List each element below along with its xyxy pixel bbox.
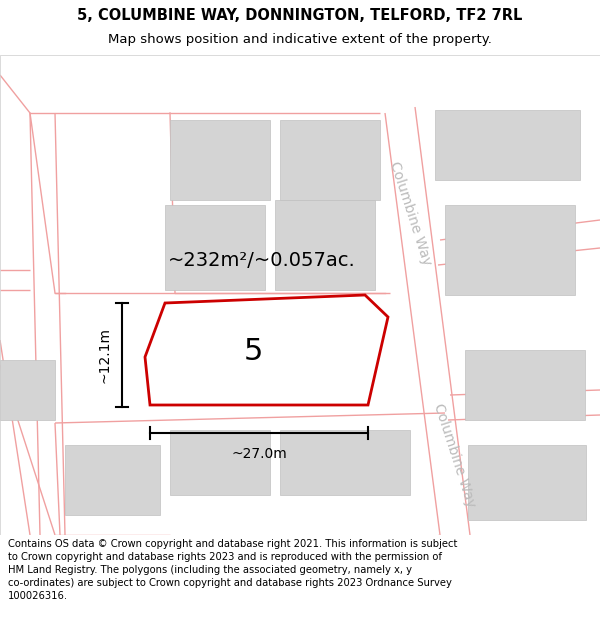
Polygon shape <box>145 295 388 405</box>
Text: Contains OS data © Crown copyright and database right 2021. This information is : Contains OS data © Crown copyright and d… <box>8 539 457 601</box>
Text: Columbine Way: Columbine Way <box>386 159 433 267</box>
Text: ~12.1m: ~12.1m <box>98 327 112 383</box>
Bar <box>468 445 586 520</box>
Bar <box>165 205 265 290</box>
Bar <box>465 350 585 420</box>
Text: Columbine Way: Columbine Way <box>431 401 478 509</box>
Bar <box>170 430 270 495</box>
Bar <box>65 445 160 515</box>
Text: 5: 5 <box>244 338 263 366</box>
Bar <box>170 120 270 200</box>
Bar <box>280 430 410 495</box>
Bar <box>275 200 375 290</box>
Text: Map shows position and indicative extent of the property.: Map shows position and indicative extent… <box>108 33 492 46</box>
Bar <box>435 110 580 180</box>
Bar <box>445 205 575 295</box>
Bar <box>280 120 380 200</box>
Text: 5, COLUMBINE WAY, DONNINGTON, TELFORD, TF2 7RL: 5, COLUMBINE WAY, DONNINGTON, TELFORD, T… <box>77 8 523 23</box>
Text: ~27.0m: ~27.0m <box>231 447 287 461</box>
Bar <box>0 360 55 420</box>
Text: ~232m²/~0.057ac.: ~232m²/~0.057ac. <box>168 251 356 269</box>
